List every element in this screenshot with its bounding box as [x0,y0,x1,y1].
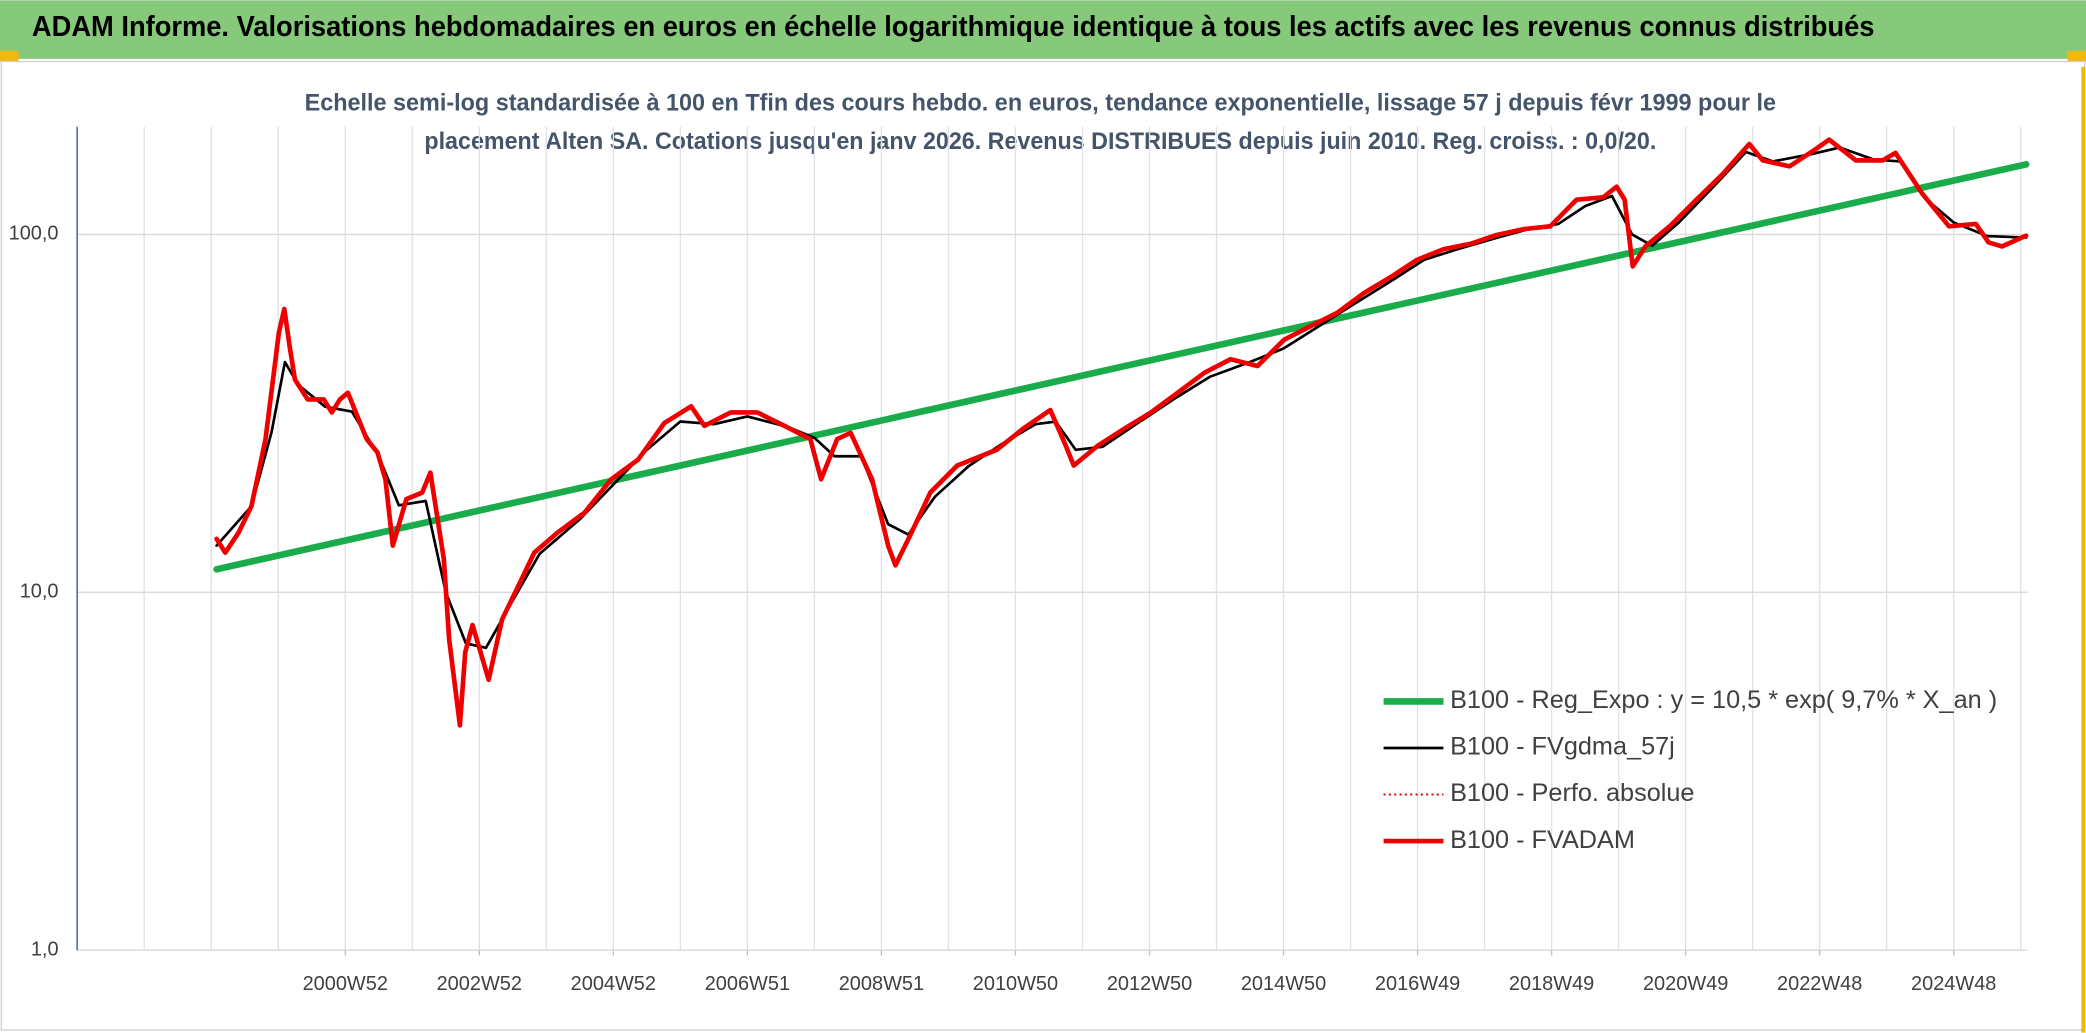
x-tick-label: 2018W49 [1509,973,1594,995]
x-tick-label: 2004W52 [571,973,656,995]
plot-lines [213,137,2030,728]
series-line [214,137,2029,728]
legend: B100 - Reg_Expo : y = 10,5 * exp( 9,7% *… [1383,686,1997,854]
y-tick-label: 10,0 [20,581,59,603]
x-tick-label: 2012W50 [1107,973,1192,995]
chart-subtitle: placement Alten SA. Cotations jusqu'en j… [424,128,1656,155]
x-tick-label: 2002W52 [437,973,522,995]
corner-mark [0,50,19,62]
legend-label: B100 - FVgdma_57j [1450,733,1675,761]
x-tick-label: 2010W50 [973,973,1058,995]
legend-label: B100 - Reg_Expo : y = 10,5 * exp( 9,7% *… [1450,686,1997,714]
x-tick-label: 2014W50 [1241,973,1326,995]
grid: 1,0 10,0 100,0 2000W52 2002W52 2004W52 2006W51… [9,126,2028,995]
title-banner [0,0,2086,59]
legend-label: B100 - FVADAM [1450,826,1635,854]
x-tick-label: 2020W49 [1643,973,1728,995]
series-line [213,161,2030,573]
x-tick-label: 2024W48 [1911,973,1996,995]
x-tick-label: 2008W51 [839,973,924,995]
x-tick-label: 2000W52 [303,973,388,995]
y-tick-label: 100,0 [9,223,59,245]
y-tick-label: 1,0 [31,938,59,960]
chart-title: ADAM Informe. Valorisations hebdomadaire… [32,11,1875,43]
x-tick-label: 2016W49 [1375,973,1460,995]
legend-label: B100 - Perfo. absolue [1450,779,1694,807]
x-tick-label: 2022W48 [1777,973,1862,995]
corner-mark [2067,50,2086,62]
x-tick-label: 2006W51 [705,973,790,995]
chart-subtitle: Echelle semi-log standardisée à 100 en T… [305,89,1776,116]
